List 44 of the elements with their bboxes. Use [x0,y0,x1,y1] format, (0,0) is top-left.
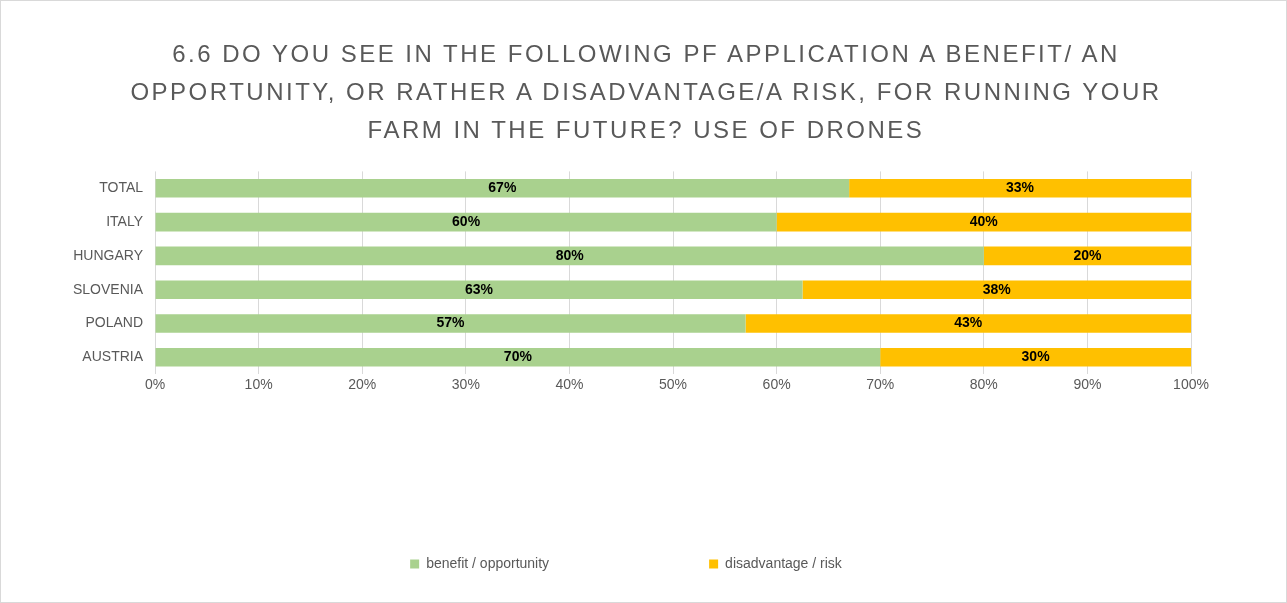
y-tick-label: TOTAL [99,179,144,196]
x-tick-label: 30% [451,376,480,393]
data-label: 33% [1006,179,1035,196]
data-label: 67% [488,179,517,196]
bar [155,246,984,266]
y-tick-label: POLAND [85,314,144,331]
x-tick-label: 90% [1073,376,1102,393]
data-label: 43% [954,314,983,331]
y-tick-label: AUSTRIA [82,348,144,365]
data-label: 30% [1021,348,1051,365]
chart-title: 6.6 DO YOU SEE IN THE FOLLOWING PF APPLICATION A BENEFIT/ AN OPPORTUNITY, OR RATHER A DISADVANTAGE/A RISK, FOR RUNNING YOUR FARM IN THE FUTURE? USE OF DRONES [129,39,1163,145]
bar [983,246,1191,266]
data-label: 80% [555,246,585,263]
data-label: 70% [503,348,533,365]
data-label: 57% [436,314,466,331]
bar [880,348,1191,367]
legend-label: disadvantage / risk [725,554,843,571]
bar [155,314,746,333]
data-label: 40% [969,212,999,229]
y-tick-label: ITALY [106,212,144,229]
bar [776,212,1191,232]
bar [745,314,1191,333]
data-label: 60% [452,212,481,229]
bar [849,179,1191,198]
data-label: 20% [1073,246,1102,263]
x-tick-label: 50% [659,376,688,393]
bar [155,179,850,198]
y-tick-label: HUNGARY [73,246,144,263]
x-tick-label: 100% [1173,376,1209,393]
y-tick-label: SLOVENIA [73,280,144,297]
x-tick-label: 20% [348,376,377,393]
data-label: 63% [465,280,494,297]
bar [802,280,1191,299]
x-tick-label: 40% [555,376,584,393]
x-tick-label: 10% [244,376,273,393]
legend-label: benefit / opportunity [426,554,550,571]
x-tick-label: 80% [969,376,998,393]
x-tick-label: 0% [144,376,166,393]
bar [155,348,881,367]
bar [155,280,803,299]
data-label: 38% [982,280,1012,297]
x-tick-label: 70% [866,376,895,393]
x-tick-label: 60% [762,376,791,393]
bar [155,212,777,232]
